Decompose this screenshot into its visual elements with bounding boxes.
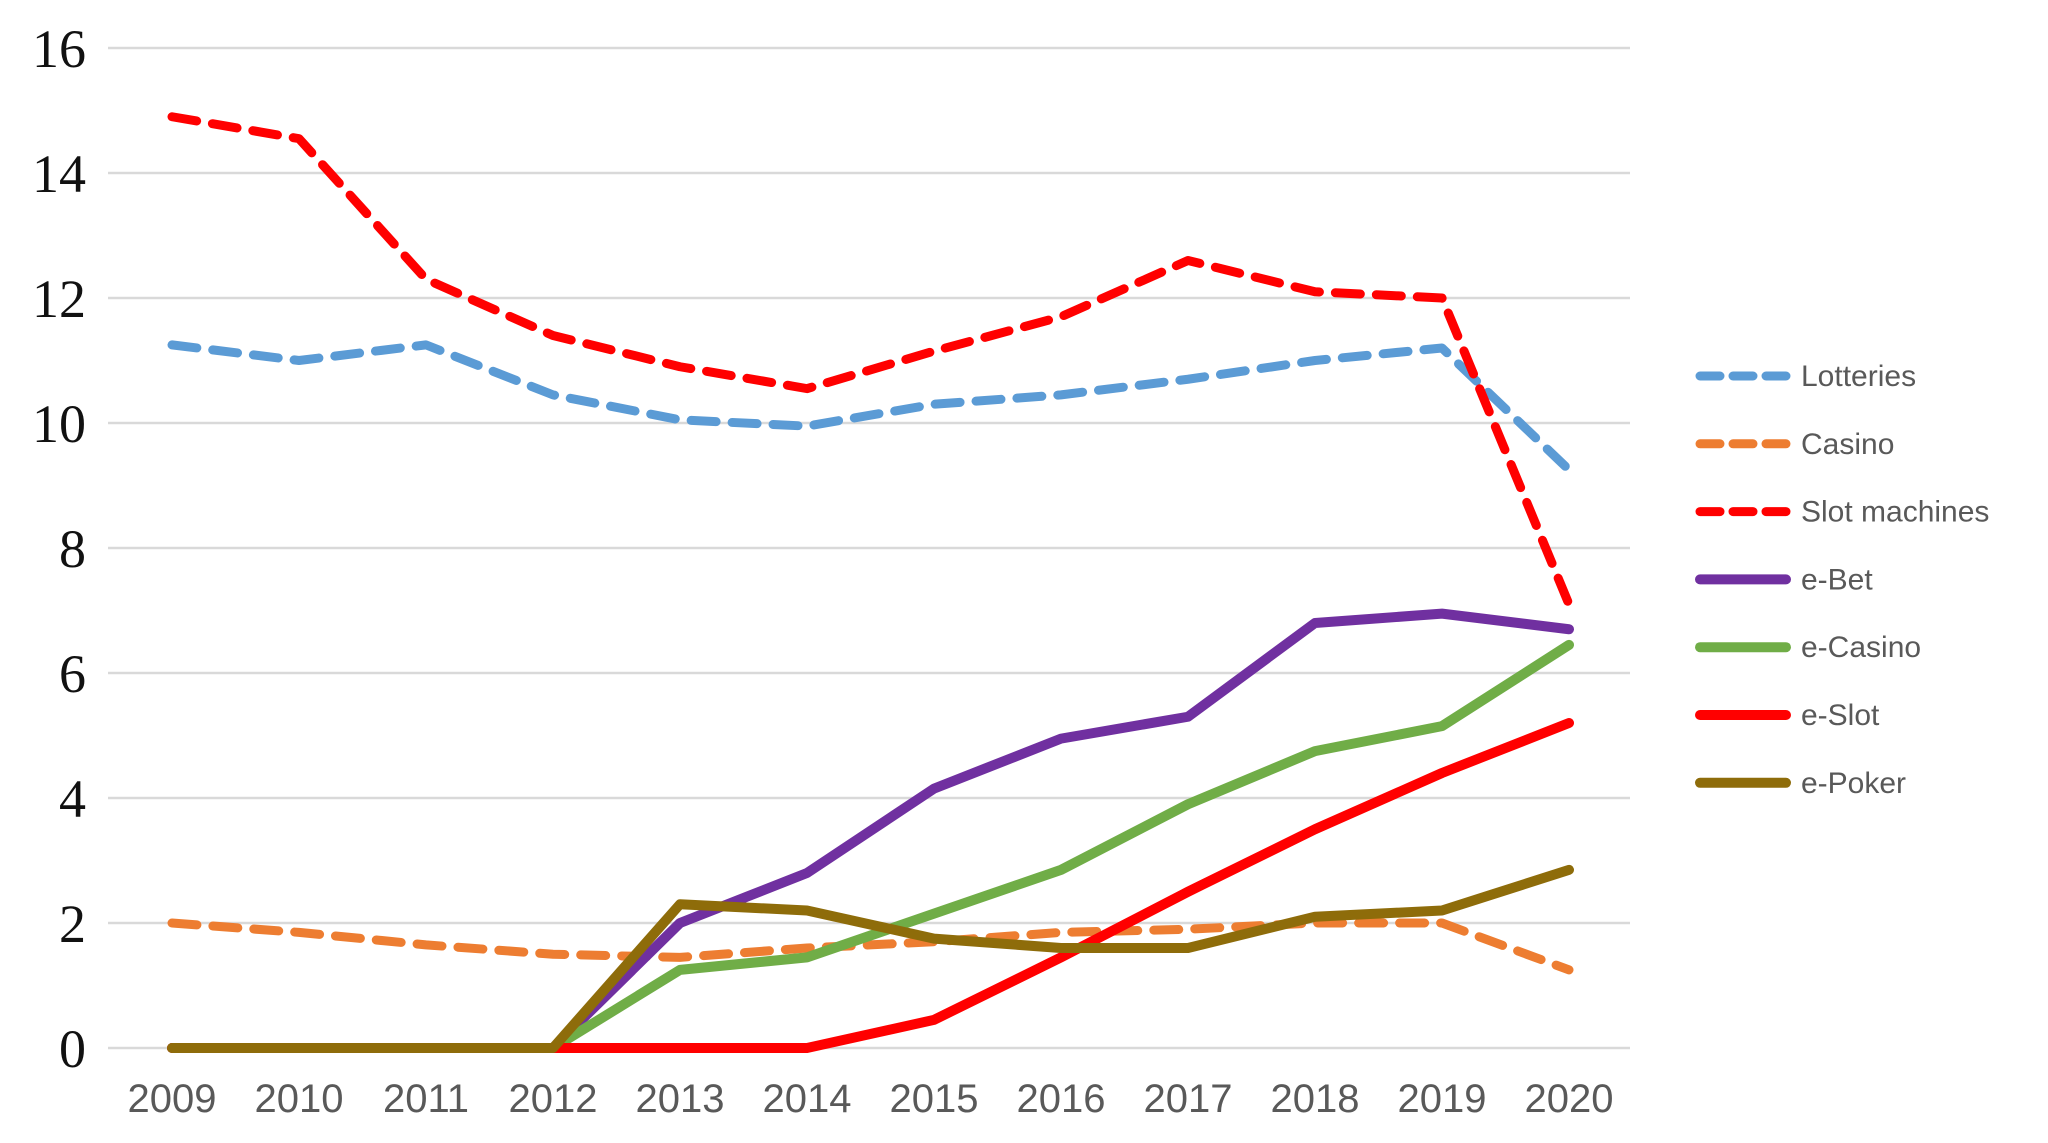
- x-tick-label-2018: 2018: [1271, 1077, 1360, 1121]
- y-tick-label-14: 14: [32, 144, 86, 204]
- y-tick-label-4: 4: [59, 769, 86, 829]
- series-line-e-casino: [167, 639, 1574, 1053]
- x-tick-label-2012: 2012: [509, 1077, 598, 1121]
- y-tick-label-2: 2: [59, 894, 86, 954]
- legend-label-e-bet: e-Bet: [1801, 563, 1873, 596]
- x-tick-label-2014: 2014: [763, 1077, 852, 1121]
- y-tick-label-6: 6: [59, 644, 86, 704]
- legend-label-e-casino: e-Casino: [1801, 631, 1921, 664]
- series-line-slot-machines: [167, 112, 1574, 609]
- y-tick-label-12: 12: [32, 269, 86, 329]
- series-line-e-poker: [167, 864, 1574, 1053]
- x-tick-label-2020: 2020: [1525, 1077, 1614, 1121]
- series-line-e-slot: [167, 718, 1574, 1053]
- legend-label-casino: Casino: [1801, 428, 1894, 461]
- y-tick-label-0: 0: [59, 1019, 86, 1079]
- legend-item-e-poker: e-Poker: [1695, 767, 1906, 800]
- legend-label-slot-machines: Slot machines: [1801, 496, 1989, 529]
- series-line-lotteries: [167, 340, 1574, 475]
- legend-label-lotteries: Lotteries: [1801, 360, 1916, 393]
- x-tick-label-2016: 2016: [1017, 1077, 1106, 1121]
- legend-item-e-bet: e-Bet: [1695, 563, 1873, 596]
- legend-label-e-slot: e-Slot: [1801, 699, 1880, 732]
- x-tick-label-2013: 2013: [636, 1077, 725, 1121]
- x-tick-label-2010: 2010: [255, 1077, 344, 1121]
- legend-item-casino: Casino: [1695, 428, 1894, 461]
- legend-item-e-slot: e-Slot: [1695, 699, 1880, 732]
- legend-item-e-casino: e-Casino: [1695, 631, 1921, 664]
- legend-label-e-poker: e-Poker: [1801, 767, 1906, 800]
- y-tick-label-8: 8: [59, 519, 86, 579]
- x-tick-label-2011: 2011: [383, 1077, 469, 1121]
- y-tick-label-10: 10: [32, 394, 86, 454]
- legend-item-lotteries: Lotteries: [1695, 360, 1916, 393]
- x-tick-label-2017: 2017: [1144, 1077, 1233, 1121]
- x-tick-label-2015: 2015: [890, 1077, 979, 1121]
- series-line-e-bet: [167, 608, 1574, 1053]
- x-tick-label-2009: 2009: [128, 1077, 217, 1121]
- y-tick-label-16: 16: [32, 19, 86, 79]
- legend-item-slot-machines: Slot machines: [1695, 496, 1989, 529]
- x-tick-label-2019: 2019: [1398, 1077, 1487, 1121]
- series-line-casino: [167, 918, 1574, 975]
